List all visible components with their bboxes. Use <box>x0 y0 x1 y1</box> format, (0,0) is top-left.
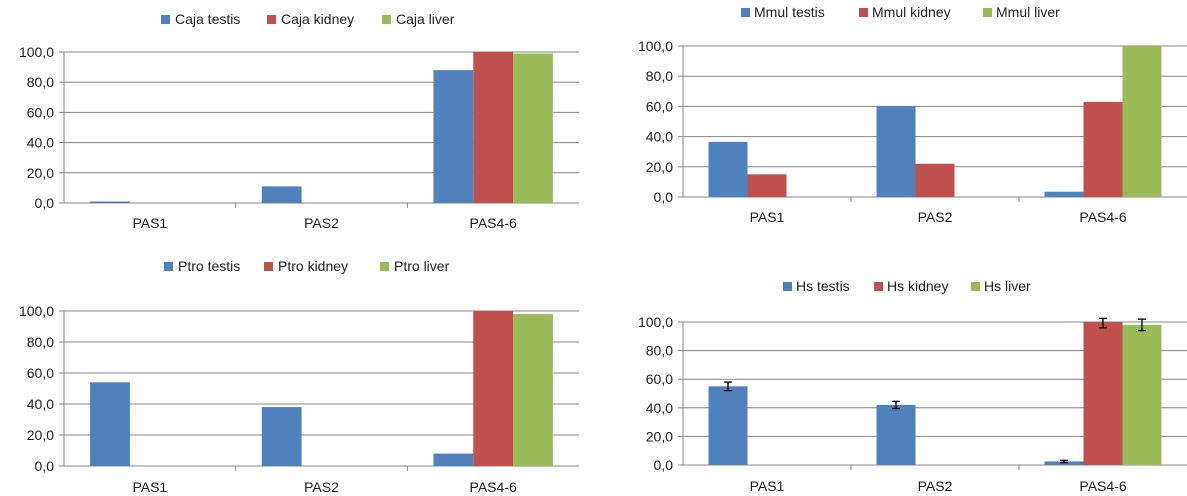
bar-mmul-liver-pas4-6 <box>1122 46 1162 197</box>
chart-panel-3: 0,0 20,0 40,0 60,0 80,0 100,0 PAS1 PAS2 PAS4-6 Pt… <box>19 258 579 495</box>
legend: Mmul testis Mmul kidney Mmul liver <box>741 4 1060 20</box>
bar-caja-liver-pas4-6 <box>513 53 553 204</box>
bar-caja-testis-pas2 <box>261 186 302 203</box>
legend-label: Hs testis <box>796 278 850 294</box>
legend-swatch <box>874 282 883 291</box>
bar-hs-liver-pas4-6 <box>1122 324 1162 465</box>
bar-hs-testis-pas1 <box>708 386 748 465</box>
y-tick-label: 40,0 <box>27 135 54 151</box>
bar-mmul-kidney-pas4-6 <box>1083 101 1123 197</box>
legend-swatch <box>971 282 980 291</box>
bar-mmul-kidney-pas1 <box>747 174 787 197</box>
legend-label: Ptro kidney <box>278 258 348 274</box>
legend-swatch <box>380 262 389 271</box>
y-tick-label: 60,0 <box>27 104 54 120</box>
y-tick-label: 100,0 <box>19 44 54 60</box>
legend: Caja testis Caja kidney Caja liver <box>161 11 455 27</box>
y-tick-label: 40,0 <box>646 129 673 145</box>
y-tick-label: 80,0 <box>646 343 673 359</box>
y-tick-label: 20,0 <box>27 165 54 181</box>
legend-label: Mmul kidney <box>872 4 951 20</box>
bar-hs-testis-pas2 <box>876 404 916 465</box>
legend: Ptro testis Ptro kidney Ptro liver <box>164 258 450 274</box>
bar-mmul-testis-pas1 <box>708 141 748 197</box>
legend-swatch <box>741 8 750 17</box>
x-tick-label: PAS2 <box>304 215 339 231</box>
legend-label: Ptro testis <box>178 258 240 274</box>
bar-ptro-testis-pas1 <box>90 382 130 466</box>
y-tick-label: 60,0 <box>27 365 54 381</box>
y-tick-label: 20,0 <box>27 427 54 443</box>
bar-ptro-kidney-pas4-6 <box>473 311 514 466</box>
bar-ptro-liver-pas4-6 <box>513 314 553 466</box>
bar-hs-kidney-pas4-6 <box>1083 322 1123 465</box>
y-tick-label: 60,0 <box>646 371 673 387</box>
bar-ptro-testis-pas2 <box>261 407 302 466</box>
y-tick-label: 0,0 <box>654 189 674 205</box>
bar-mmul-testis-pas4-6 <box>1044 191 1084 197</box>
bar-mmul-testis-pas2 <box>876 106 916 197</box>
y-tick-label: 40,0 <box>27 396 54 412</box>
legend-label: Hs liver <box>984 278 1031 294</box>
legend-swatch <box>161 15 170 24</box>
y-tick-label: 100,0 <box>638 38 673 54</box>
x-tick-label: PAS1 <box>750 478 785 494</box>
x-tick-label: PAS4-6 <box>1079 209 1126 225</box>
y-tick-label: 80,0 <box>646 68 673 84</box>
chart-panel-4: 0,0 20,0 40,0 60,0 80,0 100,0 PAS1 PAS2 PAS4-6 Hs… <box>638 278 1187 494</box>
y-tick-label: 100,0 <box>638 314 673 330</box>
legend-label: Mmul liver <box>996 4 1060 20</box>
legend-swatch <box>983 8 992 17</box>
bar-caja-kidney-pas4-6 <box>473 52 514 203</box>
y-tick-label: 0,0 <box>35 195 55 211</box>
legend-label: Ptro liver <box>394 258 450 274</box>
legend-swatch <box>264 262 273 271</box>
y-tick-label: 80,0 <box>27 334 54 350</box>
x-tick-label: PAS4-6 <box>1079 478 1126 494</box>
legend-swatch <box>382 15 391 24</box>
chart-panel-1: 0,0 20,0 40,0 60,0 80,0 100,0 PAS1 PAS2 PAS4-6 Ca… <box>19 11 579 231</box>
y-tick-label: 100,0 <box>19 303 54 319</box>
legend-swatch <box>859 8 868 17</box>
legend-label: Caja kidney <box>281 11 354 27</box>
x-tick-label: PAS1 <box>132 479 167 495</box>
legend-label: Hs kidney <box>887 278 948 294</box>
x-tick-label: PAS2 <box>918 209 953 225</box>
y-tick-label: 0,0 <box>654 457 674 473</box>
bar-caja-testis-pas1 <box>90 201 130 203</box>
x-tick-label: PAS2 <box>918 478 953 494</box>
legend-label: Mmul testis <box>754 4 825 20</box>
legend-swatch <box>267 15 276 24</box>
x-tick-label: PAS1 <box>132 215 167 231</box>
x-tick-label: PAS4-6 <box>470 479 517 495</box>
y-tick-label: 20,0 <box>646 428 673 444</box>
x-tick-label: PAS2 <box>304 479 339 495</box>
y-tick-label: 80,0 <box>27 74 54 90</box>
x-tick-label: PAS4-6 <box>470 215 517 231</box>
bar-caja-testis-pas4-6 <box>433 70 474 204</box>
y-tick-label: 60,0 <box>646 98 673 114</box>
y-tick-label: 0,0 <box>35 458 55 474</box>
legend: Hs testis Hs kidney Hs liver <box>783 278 1031 294</box>
legend-label: Caja testis <box>175 11 240 27</box>
bar-ptro-testis-pas4-6 <box>433 453 474 466</box>
legend-label: Caja liver <box>396 11 455 27</box>
y-tick-label: 20,0 <box>646 159 673 175</box>
legend-swatch <box>783 282 792 291</box>
x-tick-label: PAS1 <box>750 209 785 225</box>
legend-swatch <box>164 262 173 271</box>
bar-mmul-kidney-pas2 <box>915 163 955 197</box>
chart-panel-2: 0,0 20,0 40,0 60,0 80,0 100,0 PAS1 PAS2 PAS4-6 Mm… <box>638 4 1187 225</box>
y-tick-label: 40,0 <box>646 400 673 416</box>
